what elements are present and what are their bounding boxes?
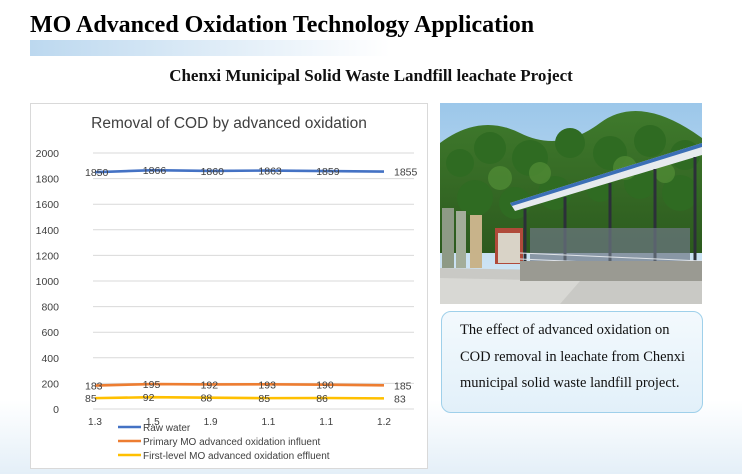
title-underline-bar xyxy=(30,40,390,56)
y-tick-label: 1000 xyxy=(36,276,60,288)
data-label: 88 xyxy=(201,393,213,405)
chart-title: Removal of COD by advanced oxidation xyxy=(91,115,367,132)
y-tick-label: 2000 xyxy=(36,148,60,160)
cod-line-chart: Removal of COD by advanced oxidation 0 200… xyxy=(36,115,418,462)
x-tick-label: 1.3 xyxy=(88,417,102,428)
data-label: 86 xyxy=(316,393,328,405)
legend-label: First-level MO advanced oxidation efflue… xyxy=(143,451,330,462)
x-tick-label: 1.5 xyxy=(146,417,160,428)
data-label: 92 xyxy=(143,392,155,404)
data-label: 83 xyxy=(394,393,406,405)
y-tick-label: 400 xyxy=(41,353,59,365)
y-tick-label: 200 xyxy=(41,378,59,390)
data-label: 193 xyxy=(258,379,276,391)
data-label: 85 xyxy=(258,393,270,405)
data-label: 1850 xyxy=(85,167,109,179)
chart-panel: Removal of COD by advanced oxidation 0 200… xyxy=(30,103,428,469)
series-line-1 xyxy=(94,168,385,174)
y-tick-label: 1600 xyxy=(36,199,60,211)
y-tick-label: 1800 xyxy=(36,174,60,186)
series-line-2 xyxy=(94,382,385,387)
data-label: 1863 xyxy=(258,166,282,178)
x-tick-label: 1.2 xyxy=(377,417,391,428)
data-label: 1859 xyxy=(316,166,340,178)
series-line-3 xyxy=(94,395,385,400)
data-label: 195 xyxy=(143,379,161,391)
data-label: 183 xyxy=(85,381,103,393)
data-label: 1855 xyxy=(394,167,418,179)
y-tick-label: 1400 xyxy=(36,225,60,237)
data-label: 85 xyxy=(85,393,97,405)
data-label: 192 xyxy=(201,379,219,391)
y-tick-label: 600 xyxy=(41,327,59,339)
y-tick-label: 0 xyxy=(53,404,59,416)
legend-label: Raw water xyxy=(143,423,191,434)
y-tick-label: 1200 xyxy=(36,250,60,262)
page-title: MO Advanced Oxidation Technology Applica… xyxy=(30,12,535,38)
legend-label: Primary MO advanced oxidation influent xyxy=(143,437,321,448)
caption-text: The effect of advanced oxidation on COD … xyxy=(460,322,686,391)
caption-box: The effect of advanced oxidation on COD … xyxy=(441,311,703,413)
data-label: 1860 xyxy=(201,166,225,178)
page-subtitle: Chenxi Municipal Solid Waste Landfill le… xyxy=(169,66,573,85)
landfill-site-photo xyxy=(440,103,702,304)
x-tick-label: 1.1 xyxy=(319,417,333,428)
x-tick-label: 1.1 xyxy=(261,417,275,428)
x-tick-label: 1.9 xyxy=(204,417,218,428)
data-label: 190 xyxy=(316,380,334,392)
data-label: 1866 xyxy=(143,165,167,177)
y-tick-label: 800 xyxy=(41,302,59,314)
data-label: 185 xyxy=(394,380,412,392)
